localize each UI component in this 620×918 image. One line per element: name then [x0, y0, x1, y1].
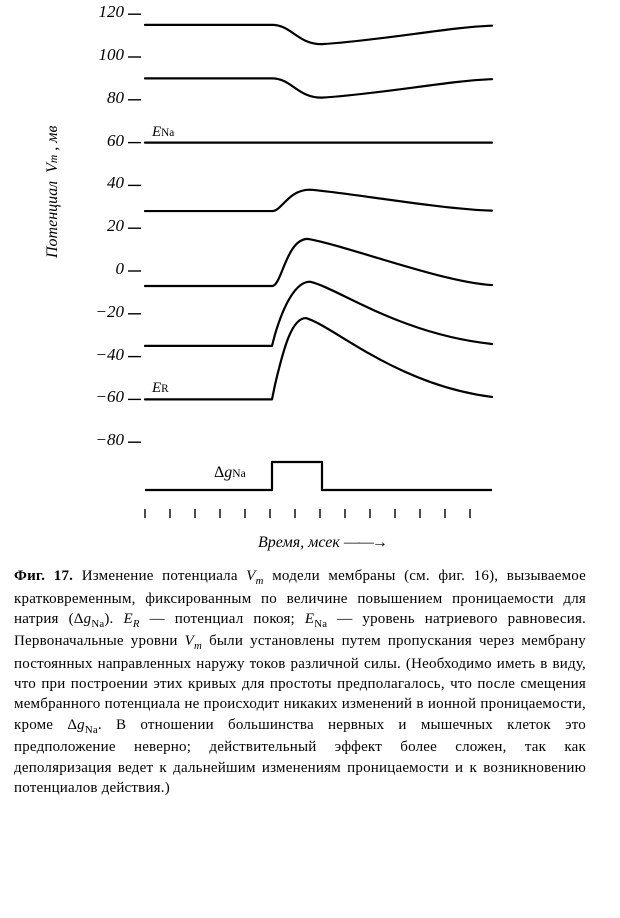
baseline-label: ER: [152, 380, 169, 397]
figure-number: Фиг. 17.: [14, 568, 73, 584]
caption-body: Изменение потенциала Vm модели мембраны …: [14, 568, 586, 796]
membrane-potential-chart: Потенциал Vm , мв Время, мсек ——→ ΔgNa 1…: [10, 8, 592, 558]
x-axis-label: Время, мсек ——→: [258, 534, 386, 552]
y-axis-label: Потенциал Vm , мв: [44, 126, 62, 258]
baseline-label: ENa: [152, 124, 174, 141]
figure-caption: Фиг. 17. Изменение потенциала Vm модели …: [10, 566, 592, 798]
stimulus-label: ΔgNa: [214, 464, 246, 482]
